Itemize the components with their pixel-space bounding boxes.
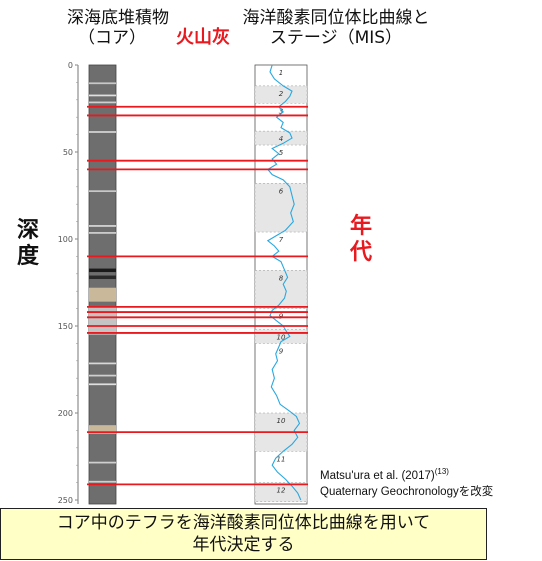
curve-title-line1: 海洋酸素同位体比曲線と xyxy=(242,8,430,28)
core-band xyxy=(89,82,116,85)
caption-line1: コア中のテフラを海洋酸素同位体比曲線を用いて xyxy=(56,513,431,533)
age-label-line1: 年 xyxy=(350,214,373,239)
caption-box: コア中のテフラを海洋酸素同位体比曲線を用いて 年代決定する xyxy=(0,508,487,560)
core-band xyxy=(89,225,116,227)
mis-stage-label: 11 xyxy=(277,455,286,463)
core-band xyxy=(89,94,116,97)
mis-stage-label: 10 xyxy=(277,333,286,341)
mis-stage-band xyxy=(254,482,308,502)
curve-title-line2: ステージ（MIS） xyxy=(269,28,403,48)
mis-stage-label: 9 xyxy=(279,347,284,355)
core-band xyxy=(89,480,116,483)
depth-tick-label: 250 xyxy=(58,496,73,505)
core-band xyxy=(89,131,116,133)
depth-label-line1: 深 xyxy=(17,218,40,243)
citation-line2: Quaternary Geochronologyを改変 xyxy=(320,485,494,498)
citation-authors: Matsu'ura et al. (2017) xyxy=(320,469,435,482)
core-base xyxy=(88,64,117,505)
isotope-curve-line xyxy=(266,64,302,501)
citation-ref-number: (13) xyxy=(434,467,449,476)
core-band xyxy=(89,306,116,335)
core-band xyxy=(89,461,116,464)
core-band xyxy=(89,425,116,434)
isotope-curve-title: 海洋酸素同位体比曲線と ステージ（MIS） xyxy=(228,8,444,48)
core-band xyxy=(89,232,116,234)
mis-stage-band xyxy=(254,85,308,104)
caption-line2: 年代決定する xyxy=(192,535,295,555)
depth-axis: 0 50 100 150 200 250 xyxy=(58,61,79,505)
depth-tick-label: 100 xyxy=(58,235,73,244)
depth-tick-label: 150 xyxy=(58,322,73,331)
depth-tick-label: 200 xyxy=(58,409,73,418)
depth-tick-label: 0 xyxy=(68,61,73,70)
mis-stage-label: 2 xyxy=(279,90,284,98)
mis-stage-label: 1 xyxy=(279,69,283,77)
mis-stage-label: 4 xyxy=(279,135,283,143)
mis-stage-label: 10 xyxy=(277,417,286,425)
mis-stage-label: 8 xyxy=(279,274,284,282)
mis-stage-panel: 123456789109101112 xyxy=(254,64,308,505)
depth-label-line2: 度 xyxy=(17,244,40,269)
citation: Matsu'ura et al. (2017)(13) Quaternary G… xyxy=(320,464,493,500)
core-band xyxy=(89,275,116,280)
core-title-line2: （コア） xyxy=(78,28,146,48)
citation-line1: Matsu'ura et al. (2017)(13) xyxy=(320,464,493,484)
mis-stage-band xyxy=(254,183,308,233)
core-band xyxy=(89,362,116,365)
isotope-curve xyxy=(266,64,302,501)
mis-stage-label: 12 xyxy=(277,487,286,495)
age-label-line2: 代 xyxy=(350,240,373,265)
mis-stage-label: 7 xyxy=(279,236,284,244)
mis-stage-label: 3 xyxy=(279,107,283,115)
age-label: 年 代 xyxy=(350,214,372,266)
depth-label: 深 度 xyxy=(17,218,39,270)
core-band xyxy=(89,190,116,193)
tephra-lines xyxy=(87,105,308,486)
core-band xyxy=(89,287,116,302)
depth-tick-label: 50 xyxy=(63,148,73,157)
core-band xyxy=(89,383,116,386)
core-title-line1: 深海底堆積物 xyxy=(67,8,169,28)
mis-stage-label: 6 xyxy=(279,187,284,195)
mis-stage-label: 5 xyxy=(279,149,284,157)
core-column-title: 深海底堆積物 （コア） xyxy=(18,8,218,48)
mis-stage-band xyxy=(254,130,308,146)
core-band xyxy=(89,374,116,377)
volcanic-ash-label: 火山灰 xyxy=(176,27,230,48)
sediment-core xyxy=(88,64,117,505)
core-band xyxy=(89,268,116,273)
core-band xyxy=(89,101,116,104)
